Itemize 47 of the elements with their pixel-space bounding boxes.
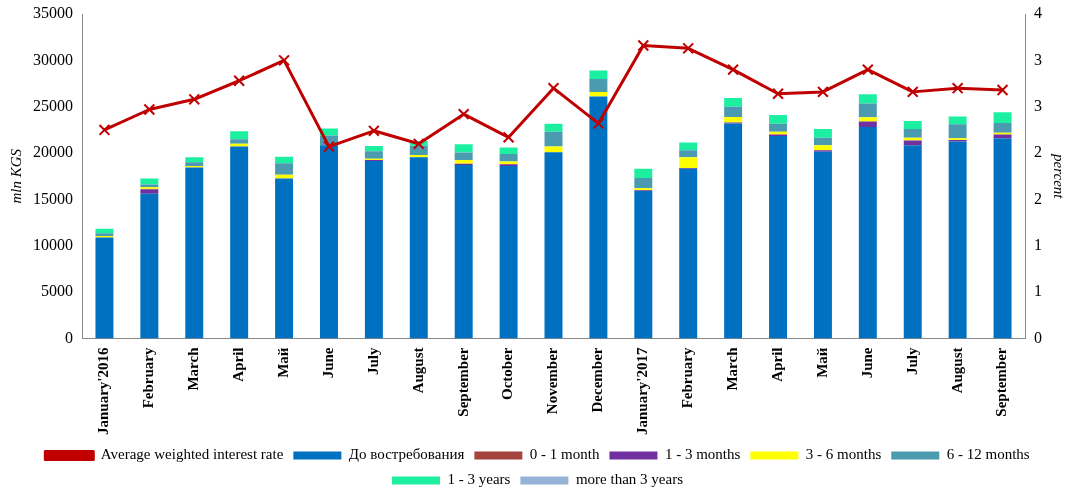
- y-tick-label: 10000: [33, 235, 73, 253]
- x-tick-label: February: [679, 347, 696, 409]
- x-tick-label: February: [140, 347, 157, 409]
- y-tick-label: 20000: [33, 143, 73, 161]
- y2-tick-label: 3: [1034, 96, 1042, 114]
- y2-axis-title: percent: [1051, 153, 1068, 200]
- x-tick-label: December: [589, 347, 606, 413]
- y-tick-label: 5000: [41, 282, 73, 300]
- legend-label: До востребования: [348, 446, 465, 463]
- x-tick-label: June: [319, 347, 336, 379]
- legend-label: more than 3 years: [575, 471, 684, 488]
- y-tick-label: 35000: [33, 4, 73, 22]
- x-tick-label: August: [948, 347, 965, 394]
- y2-tick-label: 3: [1034, 50, 1042, 68]
- x-tick-label: July: [364, 347, 381, 376]
- x-tick-label: January'2017: [634, 347, 651, 436]
- y-axis-title: mln KGS: [7, 148, 24, 204]
- x-tick-label: April: [230, 347, 247, 382]
- x-tick-label: June: [858, 347, 875, 379]
- legend-label: 6 - 12 months: [946, 446, 1030, 463]
- y2-tick-label: 0: [1034, 328, 1042, 346]
- x-tick-label: Май: [813, 347, 830, 378]
- y2-tick-label: 2: [1034, 143, 1042, 161]
- x-tick-label: Май: [274, 347, 291, 378]
- y2-tick-label: 1: [1034, 282, 1042, 300]
- legend-label: 1 - 3 years: [447, 471, 511, 488]
- y-tick-label: 30000: [33, 50, 73, 68]
- x-tick-label: July: [903, 347, 920, 376]
- legend-label: 1 - 3 months: [664, 446, 741, 463]
- y-tick-label: 25000: [33, 96, 73, 114]
- y2-tick-label: 4: [1034, 4, 1042, 22]
- legend-label: 3 - 6 months: [805, 446, 882, 463]
- x-tick-label: October: [499, 347, 516, 400]
- legend-label: 0 - 1 month: [529, 446, 600, 463]
- x-tick-label: January'2016: [95, 347, 112, 436]
- y2-tick-label: 2: [1034, 189, 1042, 207]
- x-tick-label: September: [454, 347, 471, 417]
- x-tick-label: September: [993, 347, 1010, 417]
- x-tick-label: August: [409, 347, 426, 394]
- x-tick-label: April: [768, 347, 785, 382]
- x-tick-label: March: [723, 346, 740, 391]
- y-tick-label: 0: [65, 328, 73, 346]
- legend-label: Average weighted interest rate: [100, 446, 284, 463]
- y-tick-label: 15000: [33, 189, 73, 207]
- x-tick-label: March: [185, 346, 202, 391]
- y2-tick-label: 1: [1034, 235, 1042, 253]
- x-tick-label: November: [544, 347, 561, 415]
